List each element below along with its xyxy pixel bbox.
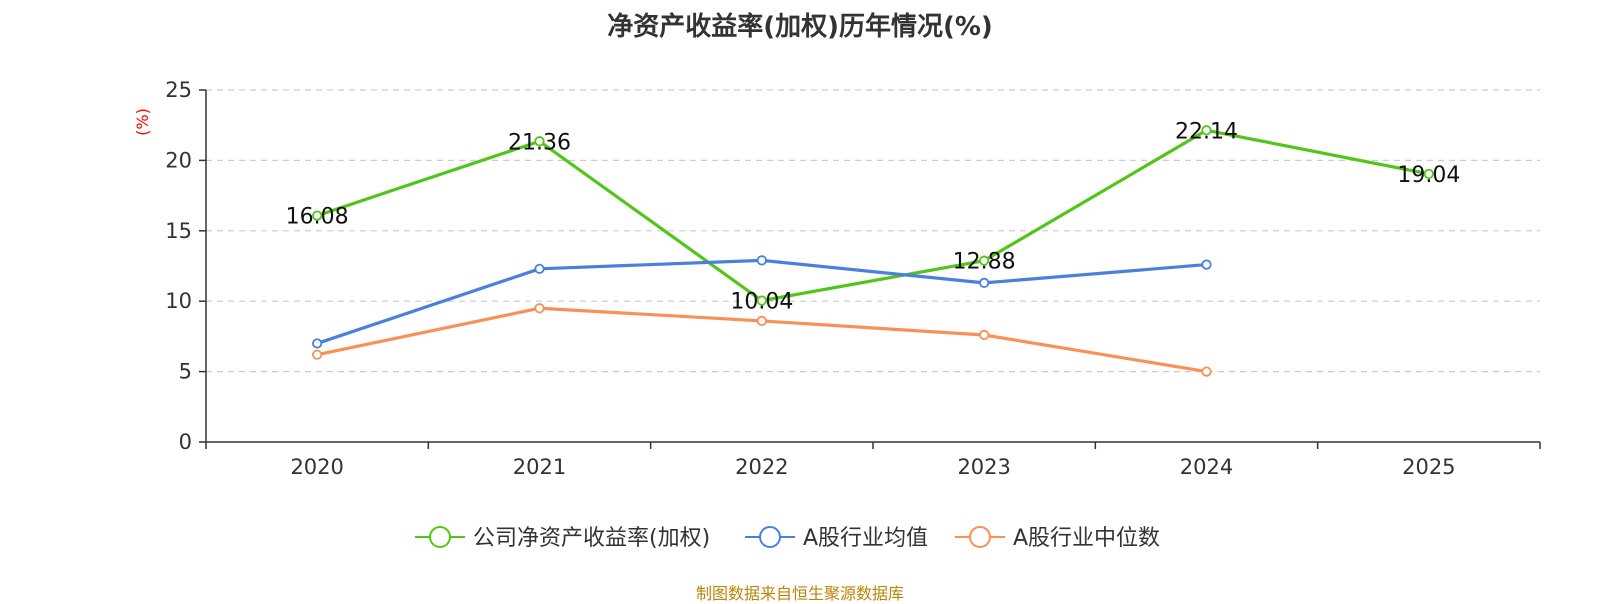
y-tick-label: 15 xyxy=(165,219,192,243)
y-tick-label: 5 xyxy=(179,360,192,384)
data-point xyxy=(1201,366,1212,377)
data-labels: 16.08 21.36 10.04 12.88 22.14 19.04 xyxy=(286,119,1461,314)
data-point xyxy=(979,277,990,288)
x-tick-label: 2023 xyxy=(957,455,1010,479)
chart-title: 净资产收益率(加权)历年情况(%) xyxy=(607,12,993,42)
data-point xyxy=(534,136,545,147)
x-tick-label: 2022 xyxy=(735,455,788,479)
y-tick-label: 10 xyxy=(165,289,192,313)
x-tick-label: 2021 xyxy=(513,455,566,479)
series-line xyxy=(316,128,1430,303)
data-point xyxy=(1201,259,1212,270)
y-axis-label: (%) xyxy=(133,108,152,136)
data-point xyxy=(756,295,767,306)
data-point xyxy=(534,263,545,274)
legend-label: A股行业均值 xyxy=(803,526,928,551)
data-point xyxy=(312,349,323,360)
y-tick-label: 25 xyxy=(165,78,192,102)
legend-label: 公司净资产收益率(加权) xyxy=(473,526,710,551)
legend: 公司净资产收益率(加权) A股行业均值 A股行业中位数 xyxy=(415,526,1160,551)
data-point xyxy=(534,303,545,314)
legend-marker xyxy=(429,526,451,548)
y-tick-label: 20 xyxy=(165,148,192,172)
data-label: 21.36 xyxy=(508,130,571,155)
data-point xyxy=(312,338,323,349)
data-point xyxy=(312,210,323,221)
data-point xyxy=(756,315,767,327)
x-tick-label: 2024 xyxy=(1180,455,1233,479)
series xyxy=(312,125,1434,377)
data-point xyxy=(1201,125,1212,136)
data-label: 16.08 xyxy=(286,205,349,230)
legend-label: A股行业中位数 xyxy=(1013,526,1160,551)
grid-lines xyxy=(206,89,1540,373)
data-point xyxy=(979,329,990,341)
data-source-note: 制图数据来自恒生聚源数据库 xyxy=(695,584,904,603)
data-label: 22.14 xyxy=(1175,119,1238,144)
x-tick-label: 2025 xyxy=(1402,455,1455,479)
y-tick-label: 0 xyxy=(179,430,192,454)
data-label: 12.88 xyxy=(953,250,1016,275)
data-point xyxy=(979,255,990,266)
legend-marker xyxy=(759,526,781,548)
data-label: 10.04 xyxy=(730,290,793,315)
data-point xyxy=(756,255,767,266)
data-point xyxy=(1423,168,1434,180)
legend-marker xyxy=(969,526,991,548)
data-label: 19.04 xyxy=(1397,163,1460,188)
x-tick-label: 2020 xyxy=(290,455,343,479)
